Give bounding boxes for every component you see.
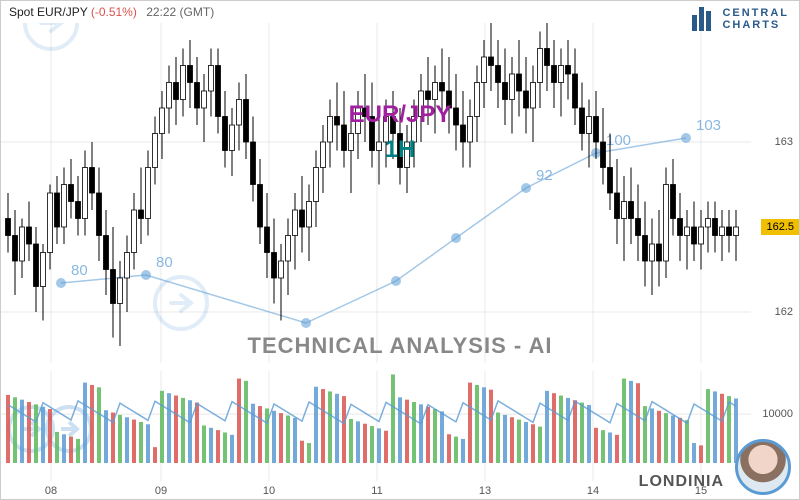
last-price-tag: 162.5 [761,219,799,235]
chart-header: Spot EUR/JPY (-0.51%) 22:22 (GMT) [9,5,214,19]
volume-chart[interactable] [1,371,751,481]
svg-text:92: 92 [536,167,553,184]
avatar-icon[interactable] [735,439,791,495]
logo-line2: CHARTS [722,19,789,31]
svg-text:103: 103 [696,117,721,134]
logo-bars-icon [692,7,716,31]
provider-logo: CENTRAL CHARTS [692,7,789,31]
svg-text:80: 80 [71,262,88,279]
svg-text:80: 80 [156,254,173,271]
time-label: 22:22 (GMT) [146,5,214,19]
price-yaxis: 162163162.5 [749,23,799,363]
price-chart[interactable]: 808092100103 [1,23,751,363]
instrument-label: Spot EUR/JPY [9,5,87,19]
logo-line1: CENTRAL [722,7,789,19]
change-label: (-0.51%) [91,5,137,19]
brand-label: LONDINIA [639,473,724,491]
